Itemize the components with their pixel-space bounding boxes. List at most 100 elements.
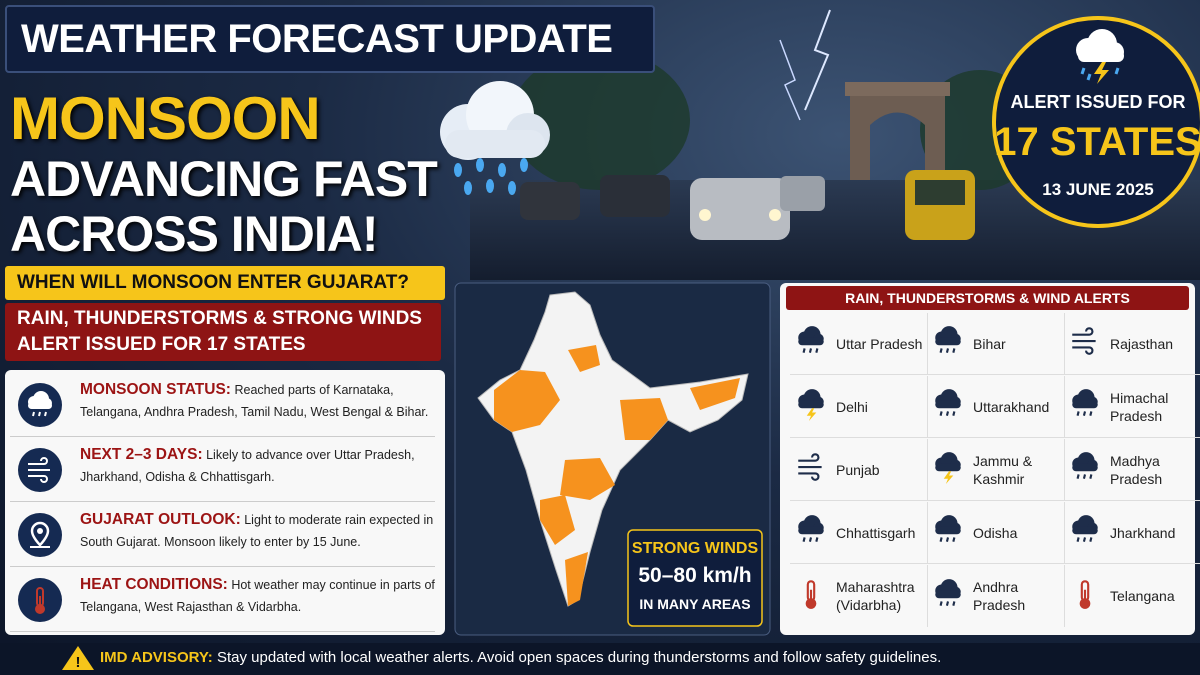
alerts-title-bar bbox=[786, 286, 1189, 310]
alert-banner: RAIN, THUNDERSTORMS & STRONG WINDS ALERT… bbox=[5, 303, 441, 361]
state-icon bbox=[1068, 450, 1104, 489]
lightning bbox=[779, 39, 801, 121]
icon-part bbox=[798, 453, 822, 481]
headlight bbox=[769, 209, 781, 221]
icon-wrap bbox=[18, 513, 62, 562]
alert-badge bbox=[992, 16, 1200, 228]
footer: IMD ADVISORY: Stay updated with local we… bbox=[100, 649, 941, 666]
india-map bbox=[477, 291, 749, 607]
icon bbox=[935, 389, 961, 416]
bolt bbox=[1094, 62, 1109, 84]
icon bbox=[798, 389, 824, 421]
alerts-title: RAIN, THUNDERSTORMS & WIND ALERTS bbox=[845, 290, 1130, 306]
state-name: Jharkhand bbox=[1110, 524, 1176, 541]
icon-wrap bbox=[18, 383, 62, 432]
headline-line: ADVANCING FAST bbox=[10, 151, 438, 207]
icon-part bbox=[939, 600, 956, 606]
drop bbox=[454, 163, 462, 177]
state-icon bbox=[1068, 387, 1104, 426]
icon-part bbox=[1076, 537, 1093, 542]
status-row: MONSOON STATUS: Reached parts of Karnata… bbox=[10, 373, 435, 437]
alerts-panel bbox=[780, 283, 1195, 635]
icon-part bbox=[939, 411, 956, 416]
state-icon bbox=[794, 577, 830, 616]
highlighted-state bbox=[540, 495, 575, 545]
rain-drops bbox=[454, 158, 528, 195]
status-text: NEXT 2–3 DAYS: Likely to advance over Ut… bbox=[80, 444, 435, 488]
badge-count: 17 STATES bbox=[994, 120, 1200, 164]
icon-part bbox=[1072, 526, 1098, 535]
icon-part bbox=[943, 471, 954, 484]
badge-icon bbox=[1076, 29, 1124, 84]
state-name: Andhra Pradesh bbox=[973, 579, 1026, 613]
state-cell: Odisha bbox=[927, 502, 1065, 564]
icon bbox=[805, 579, 817, 609]
status-body: Likely to advance over Uttar Pradesh, Jh… bbox=[80, 448, 415, 484]
icon-wrap bbox=[18, 578, 62, 627]
state-icon bbox=[931, 513, 967, 552]
icon bbox=[1072, 452, 1098, 479]
state-name: Himachal Pradesh bbox=[1110, 389, 1169, 424]
state-name: Madhya Pradesh bbox=[1110, 452, 1163, 487]
winds-box bbox=[627, 529, 763, 627]
footer-bar bbox=[0, 643, 1200, 675]
icon bbox=[935, 452, 961, 484]
icon-part bbox=[37, 528, 43, 534]
status-text: HEAT CONDITIONS: Hot weather may continu… bbox=[80, 574, 435, 618]
highlighted-state bbox=[568, 345, 600, 372]
india-gate bbox=[850, 95, 945, 180]
state-icon bbox=[931, 387, 967, 426]
drop bbox=[498, 163, 506, 177]
state-name: Delhi bbox=[836, 398, 868, 415]
cloud-icon bbox=[440, 81, 550, 195]
state-name: Chhattisgarh bbox=[836, 524, 916, 541]
state-icon bbox=[931, 577, 967, 616]
status-icon bbox=[18, 578, 62, 622]
highlighted-state bbox=[690, 378, 740, 410]
icon bbox=[28, 391, 52, 417]
drop bbox=[476, 158, 484, 172]
state-name: Punjab bbox=[836, 461, 880, 478]
icon bbox=[1072, 389, 1098, 416]
banner-line: RAIN, THUNDERSTORMS & STRONG WINDS bbox=[17, 308, 422, 329]
footer-label: IMD ADVISORY: bbox=[100, 649, 213, 666]
drop bbox=[464, 181, 472, 195]
state-cell: Bihar bbox=[927, 313, 1065, 375]
state-cell: Punjab bbox=[790, 439, 928, 501]
winds-note: IN MANY AREAS bbox=[639, 596, 751, 612]
state-cell: Rajasthan bbox=[1064, 313, 1200, 375]
state-cell: Jharkhand bbox=[1064, 502, 1200, 564]
icon-part bbox=[1083, 589, 1087, 602]
india-gate-top bbox=[845, 82, 950, 96]
car bbox=[600, 175, 670, 217]
icon-part bbox=[798, 400, 824, 409]
lightning bbox=[804, 9, 831, 111]
icon-part bbox=[1072, 463, 1098, 472]
drop bbox=[486, 179, 494, 193]
icon bbox=[935, 515, 961, 542]
warning-mark: ! bbox=[76, 654, 81, 671]
icon-part bbox=[935, 590, 961, 598]
icon-part bbox=[809, 589, 813, 602]
state-name: Uttar Pradesh bbox=[836, 335, 923, 352]
status-label: HEAT CONDITIONS: bbox=[80, 576, 228, 593]
highlighted-state bbox=[494, 370, 560, 432]
icon-part bbox=[39, 596, 41, 608]
highlighted-state bbox=[620, 398, 668, 440]
icon-part bbox=[806, 408, 817, 421]
icon-part bbox=[28, 402, 52, 409]
state-cell: Chhattisgarh bbox=[790, 502, 928, 564]
icon-part bbox=[1079, 597, 1091, 609]
status-body: Light to moderate rain expected in South… bbox=[80, 513, 434, 549]
drop bbox=[508, 181, 516, 195]
icon-part bbox=[1072, 400, 1098, 409]
highlighted-state bbox=[560, 458, 615, 500]
footer-text: Stay updated with local weather alerts. … bbox=[216, 649, 942, 666]
icon-part bbox=[798, 337, 824, 346]
state-name: Rajasthan bbox=[1110, 335, 1174, 352]
state-icon bbox=[931, 324, 967, 363]
state-name: Odisha bbox=[973, 524, 1018, 541]
winds-title: STRONG WINDS bbox=[631, 540, 759, 557]
status-icon bbox=[18, 448, 62, 492]
status-row: HEAT CONDITIONS: Hot weather may continu… bbox=[10, 568, 435, 632]
